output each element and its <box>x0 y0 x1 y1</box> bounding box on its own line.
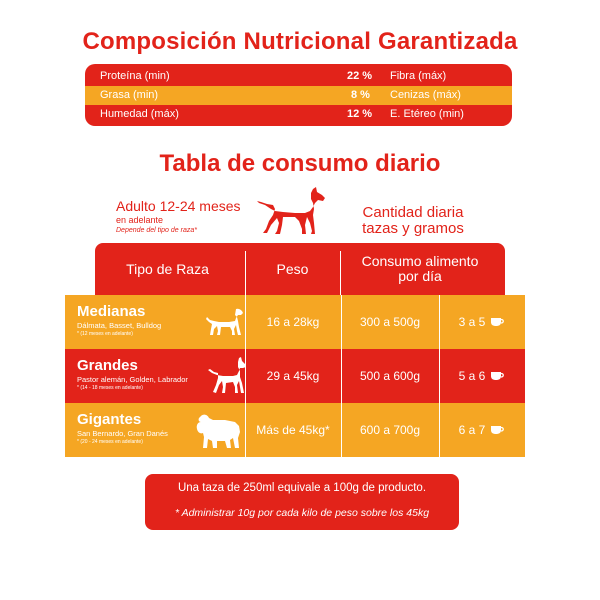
nutrient-label: E. Etéreo (min) <box>390 108 464 120</box>
nutrient-label: Fibra (máx) <box>390 70 447 82</box>
quantity-label-line: tazas y gramos <box>362 220 464 237</box>
breed-note: * (12 meses en adelante) <box>77 331 133 337</box>
column-divider <box>439 295 440 349</box>
breed-note: * (14 - 18 meses en adelante) <box>77 385 143 391</box>
adult-note: Depende del tipo de raza* <box>116 227 197 234</box>
grams-cell: 600 a 700g <box>359 423 421 437</box>
header-weight: Peso <box>276 260 309 277</box>
weight-cell: 29 a 45kg <box>266 369 320 383</box>
medium-dog-icon <box>206 308 243 335</box>
nutrient-label: Grasa (min) <box>100 89 159 101</box>
column-divider <box>439 349 440 403</box>
footer-line: * Administrar 10g por cada kilo de peso … <box>174 507 430 519</box>
nutrient-value: 4 % <box>525 68 538 100</box>
cups-cell: 5 a 6 <box>439 349 525 403</box>
breed-note: * (20 - 24 meses en adelante) <box>77 439 143 445</box>
nutrient-value: 8 % <box>525 87 538 119</box>
column-divider <box>245 295 246 349</box>
large-dog-icon <box>208 357 246 393</box>
page-title: Composición Nutricional Garantizada <box>82 28 518 55</box>
breed-description: Dálmata, Basset, Bulldog <box>77 321 162 330</box>
cups-value: 6 a 7 <box>458 423 486 437</box>
cups-value: 5 a 6 <box>458 369 486 383</box>
nutrient-label: Cenizas (máx) <box>390 89 461 101</box>
cups-value: 3 a 5 <box>458 315 486 329</box>
breed-name: Medianas <box>77 303 146 320</box>
column-divider <box>439 403 440 457</box>
weight-cell: Más de 45kg* <box>256 423 330 437</box>
nutrition-row: Humedad (máx) 12 % E. Etéreo (min) 8 % <box>85 105 537 138</box>
header-breed: Tipo de Raza <box>126 260 209 277</box>
header-divider <box>245 251 246 295</box>
weight-cell: 16 a 28kg <box>266 315 320 329</box>
breed-description: Pastor alemán, Golden, Labrador <box>77 375 188 384</box>
table-row: Gigantes San Bernardo, Gran Danés * (20 … <box>65 403 525 457</box>
table-row: Medianas Dálmata, Basset, Bulldog * (12 … <box>65 295 525 349</box>
table-row: Grandes Pastor alemán, Golden, Labrador … <box>65 349 525 403</box>
header-consumption-line: Consumo alimento <box>361 253 479 269</box>
nutrition-row: Grasa (min) 8 % Cenizas (máx) 8 % <box>85 86 537 119</box>
table-header: Tipo de Raza Peso Consumo alimento por d… <box>95 243 505 295</box>
header-consumption-line: por día <box>398 268 442 284</box>
nutrient-label: Humedad (máx) <box>100 108 179 120</box>
column-divider <box>245 349 246 403</box>
nutrient-value: 8 % <box>351 89 370 101</box>
nutrition-table: Proteína (min) 22 % Fibra (máx) 4 % Gras… <box>85 64 537 138</box>
grams-cell: 500 a 600g <box>359 369 421 383</box>
grams-cell: 300 a 500g <box>359 315 421 329</box>
quantity-label-line: Cantidad diaria <box>362 204 464 221</box>
table-title: Tabla de consumo diario <box>159 150 441 177</box>
giant-dog-icon <box>196 414 240 448</box>
cup-icon <box>491 426 505 434</box>
column-divider <box>341 403 342 457</box>
header-consumption: Consumo alimento por día <box>340 243 500 295</box>
column-divider <box>245 403 246 457</box>
cup-icon <box>491 372 505 380</box>
adult-dog-icon <box>257 187 325 234</box>
quantity-label: Cantidad diaria tazas y gramos <box>348 205 478 237</box>
breed-description: San Bernardo, Gran Danés <box>77 429 168 438</box>
footer-note-box: Una taza de 250ml equivale a 100g de pro… <box>145 474 459 530</box>
cup-icon <box>491 318 505 326</box>
adult-subtitle: en adelante <box>116 215 164 225</box>
header-divider <box>340 251 341 295</box>
adult-title: Adulto 12-24 meses <box>116 198 241 214</box>
nutrition-row: Proteína (min) 22 % Fibra (máx) 4 % <box>85 67 537 100</box>
nutrient-value: 22 % <box>347 70 373 82</box>
cups-cell: 6 a 7 <box>439 403 525 457</box>
cups-cell: 3 a 5 <box>439 295 525 349</box>
footer-line: Una taza de 250ml equivale a 100g de pro… <box>177 482 427 494</box>
breed-name: Grandes <box>77 357 138 374</box>
breed-name: Gigantes <box>77 411 142 428</box>
column-divider <box>341 349 342 403</box>
nutrient-value: 12 % <box>347 108 373 120</box>
column-divider <box>341 295 342 349</box>
nutrient-label: Proteína (min) <box>100 70 170 82</box>
nutrient-value: 8 % <box>525 106 538 138</box>
